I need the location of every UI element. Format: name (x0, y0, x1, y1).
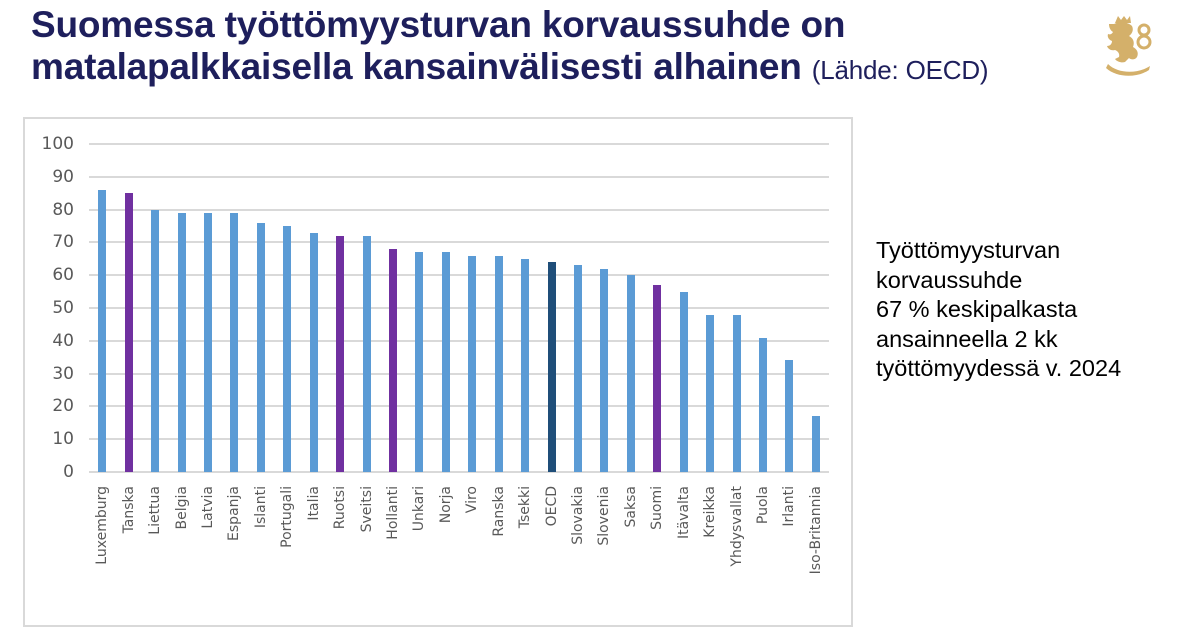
bar-tanska (124, 193, 133, 472)
x-tick-label: Viro (464, 486, 481, 514)
bar-puola (758, 337, 767, 472)
bar-saksa (626, 275, 635, 472)
x-tick-label: Portugali (279, 486, 296, 548)
annotation-line-1: Työttömyysturvan (876, 237, 1061, 263)
x-tick-label: Latvia (199, 486, 216, 529)
x-tick-label: Sveitsi (358, 486, 375, 533)
bar-luxemburg (98, 189, 107, 472)
bar-belgia (177, 212, 186, 472)
gridline (89, 208, 829, 211)
x-tick-label: Puola (754, 486, 771, 525)
bar-espanja (230, 212, 239, 472)
bar-norja (441, 252, 450, 472)
x-tick-label: Italia (305, 486, 322, 521)
x-tick-label: Kreikka (702, 486, 719, 538)
bar-liettua (151, 209, 160, 472)
bar-oecd (547, 262, 556, 472)
y-tick-label: 70 (52, 232, 74, 253)
gridline (89, 175, 829, 178)
x-tick-label: Slovakia (569, 486, 586, 545)
gridline (89, 307, 829, 309)
x-tick-label: Tsekki (517, 486, 534, 529)
gridline (89, 241, 829, 244)
bar-itävalta (679, 291, 688, 472)
x-tick-label: Espanja (226, 486, 243, 541)
annotation-text: Työttömyysturvan korvaussuhde 67 % keski… (876, 236, 1121, 384)
bar-irlanti (785, 360, 794, 472)
bar-islanti (256, 222, 265, 472)
lion-coat-of-arms-icon (1104, 12, 1156, 78)
bar-slovenia (600, 268, 609, 472)
bar-unkari (415, 252, 424, 472)
x-tick-label: Yhdysvallat (728, 486, 745, 567)
y-tick-label: 40 (52, 330, 74, 351)
x-tick-label: Itävalta (675, 486, 692, 540)
bar-latvia (203, 212, 212, 472)
bar-ranska (494, 255, 503, 472)
y-tick-label: 80 (52, 199, 74, 220)
x-tick-label: Norja (437, 486, 454, 524)
x-tick-label: Islanti (252, 486, 269, 529)
bar-portugali (283, 226, 292, 472)
source-label: (Lähde: OECD) (811, 55, 989, 85)
x-tick-label: Liettua (147, 486, 164, 535)
y-tick-label: 60 (52, 265, 74, 286)
bar-hollanti (388, 248, 397, 472)
annotation-line-3: 67 % keskipalkasta (876, 296, 1078, 322)
title-line-2: matalapalkkaisella kansainvälisesti alha… (31, 46, 989, 91)
y-tick-label: 50 (52, 298, 74, 318)
x-tick-label: Iso-Britannia (807, 486, 824, 575)
gridline (89, 274, 829, 277)
page-title: Suomessa työttömyysturvan korvaussuhde o… (31, 4, 989, 91)
y-tick-label: 100 (41, 134, 74, 154)
plot-area (89, 143, 829, 473)
y-tick-label: 20 (52, 396, 74, 417)
y-tick-label: 30 (52, 363, 74, 384)
x-tick-label: Luxemburg (94, 486, 111, 565)
bar-yhdysvallat (732, 314, 741, 472)
x-tick-label: Unkari (411, 486, 428, 532)
title-line-2-text: matalapalkkaisella kansainvälisesti alha… (31, 46, 802, 87)
y-tick-label: 10 (52, 429, 74, 450)
bar-slovakia (573, 265, 582, 472)
x-tick-label: OECD (543, 486, 560, 527)
y-tick-label: 0 (63, 462, 74, 482)
x-tick-label: Irlanti (781, 486, 798, 527)
x-tick-label: Belgia (173, 486, 190, 530)
annotation-line-5: työttömyydessä v. 2024 (876, 355, 1122, 381)
bar-tsekki (521, 258, 530, 472)
bar-sveitsi (362, 235, 371, 472)
annotation-line-4: ansainneella 2 kk (876, 325, 1058, 352)
bar-viro (468, 255, 477, 472)
bar-iso-britannia (811, 416, 820, 472)
gridline (89, 339, 829, 342)
x-tick-label: Suomi (649, 486, 666, 530)
gridline (89, 405, 829, 408)
title-line-1: Suomessa työttömyysturvan korvaussuhde o… (31, 4, 846, 45)
gridline (89, 372, 829, 375)
x-tick-label: Tanska (120, 486, 137, 534)
x-tick-label: Slovenia (596, 486, 613, 546)
annotation-line-2: korvaussuhde (876, 266, 1023, 293)
bar-italia (309, 232, 318, 472)
bar-ruotsi (336, 235, 345, 472)
y-tick-label: 90 (52, 166, 74, 187)
gridline (89, 438, 829, 441)
x-tick-label: Ruotsi (332, 486, 349, 530)
x-tick-label: Hollanti (384, 486, 401, 540)
bar-kreikka (706, 314, 715, 472)
x-tick-label: Ranska (490, 486, 507, 537)
gridline (89, 143, 829, 145)
x-tick-label: Saksa (622, 486, 639, 528)
bar-suomi (653, 285, 662, 472)
gridline (89, 471, 829, 473)
